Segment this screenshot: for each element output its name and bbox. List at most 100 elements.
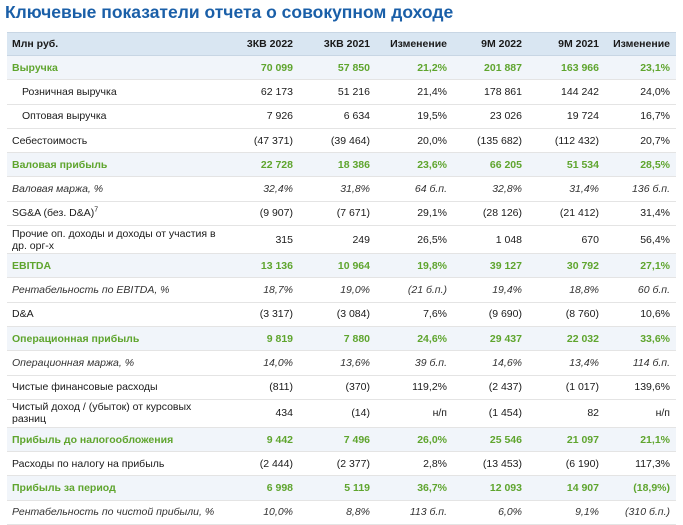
table-cell: 30 792	[528, 253, 605, 279]
table-cell: (8 760)	[528, 302, 605, 327]
table-cell: 21 097	[528, 427, 605, 453]
table-cell: 13,4%	[528, 350, 605, 376]
table-cell: 7 496	[299, 427, 376, 453]
table-cell: (3 084)	[299, 302, 376, 327]
table-cell: (39 464)	[299, 128, 376, 154]
table-cell: н/п	[605, 399, 676, 428]
table-cell: 6,0%	[453, 500, 528, 525]
row-label: Прибыль до налогообложения	[7, 427, 223, 453]
table-cell: 66 205	[453, 152, 528, 178]
row-label: Чистый доход / (убыток) от курсовых разн…	[7, 399, 223, 428]
table-cell: 24,6%	[376, 326, 453, 352]
table-cell: (2 437)	[453, 375, 528, 400]
table-cell: 2,8%	[376, 451, 453, 477]
table-cell: 6 634	[299, 104, 376, 129]
row-label: SG&A (без. D&A)7	[7, 201, 223, 227]
table-cell: 21,2%	[376, 55, 453, 81]
table-cell: 25 546	[453, 427, 528, 453]
table-row: Рентабельность по чистой прибыли, % 10,0%…	[7, 500, 676, 525]
table-cell: 249	[299, 225, 376, 255]
income-statement-table: Млн руб. 3КВ 2022 3КВ 2021 Изменение 9М …	[7, 32, 676, 525]
row-label: Чистые финансовые расходы	[7, 375, 223, 400]
table-cell: 6 998	[223, 475, 299, 501]
row-label-text: Валовая прибыль	[12, 158, 108, 171]
table-cell: 29,1%	[376, 201, 453, 227]
table-cell: 144 242	[528, 79, 605, 105]
table-cell: 10,0%	[223, 500, 299, 525]
table-cell: 60 б.п.	[605, 277, 676, 303]
table-cell: 57 850	[299, 55, 376, 81]
footnote-marker: 7	[94, 206, 99, 214]
table-cell: 9 442	[223, 427, 299, 453]
table-cell: 7,6%	[376, 302, 453, 327]
row-label-text: Рентабельность по чистой прибыли, %	[12, 506, 215, 519]
table-cell: (135 682)	[453, 128, 528, 154]
table-cell: (112 432)	[528, 128, 605, 154]
table-cell: 62 173	[223, 79, 299, 105]
table-cell: 434	[223, 399, 299, 428]
row-label-text: Прочие оп. доходы и доходы от участия в …	[12, 227, 216, 252]
table-cell: 14,6%	[453, 350, 528, 376]
table-cell: (9 690)	[453, 302, 528, 327]
table-cell: 23,6%	[376, 152, 453, 178]
table-cell: 119,2%	[376, 375, 453, 400]
table-cell: 82	[528, 399, 605, 428]
row-label-text: EBITDA	[12, 259, 52, 272]
table-cell: (370)	[299, 375, 376, 400]
table-cell: 178 861	[453, 79, 528, 105]
table-row: Операционная маржа, % 14,0% 13,6% 39 б.п. 14…	[7, 350, 676, 376]
table-cell: 9,1%	[528, 500, 605, 525]
row-label: Прибыль за период	[7, 475, 223, 501]
table-cell: 315	[223, 225, 299, 255]
column-header: 3КВ 2022	[223, 32, 299, 56]
column-header: Изменение	[376, 32, 453, 56]
table-cell: 51 216	[299, 79, 376, 105]
table-cell: 136 б.п.	[605, 176, 676, 202]
table-row: Валовая маржа, % 32,4% 31,8% 64 б.п. 32,8% 31…	[7, 176, 676, 202]
table-cell: (811)	[223, 375, 299, 400]
table-cell: 10 964	[299, 253, 376, 279]
table-cell: 26,5%	[376, 225, 453, 255]
table-cell: 114 б.п.	[605, 350, 676, 376]
table-cell: 29 437	[453, 326, 528, 352]
table-row: D&A (3 317) (3 084) 7,6% (9 690) (8 760) 10,6%	[7, 302, 676, 327]
table-cell: 21,1%	[605, 427, 676, 453]
column-header: Изменение	[605, 32, 676, 56]
table-cell: 32,4%	[223, 176, 299, 202]
table-cell: (2 444)	[223, 451, 299, 477]
page-title: Ключевые показатели отчета о совокупном …	[5, 2, 454, 22]
table-cell: 32,8%	[453, 176, 528, 202]
table-cell: 139,6%	[605, 375, 676, 400]
table-cell: 31,8%	[299, 176, 376, 202]
table-cell: 64 б.п.	[376, 176, 453, 202]
table-cell: 19,0%	[299, 277, 376, 303]
table-cell: н/п	[376, 399, 453, 428]
table-cell: 14,0%	[223, 350, 299, 376]
table-cell: 16,7%	[605, 104, 676, 129]
table-row: Чистый доход / (убыток) от курсовых разн…	[7, 399, 676, 428]
table-cell: (21 б.п.)	[376, 277, 453, 303]
row-label: Расходы по налогу на прибыль	[7, 451, 223, 477]
row-label-text: Розничная выручка	[22, 85, 117, 98]
row-label: Операционная маржа, %	[7, 350, 223, 376]
table-cell: 18 386	[299, 152, 376, 178]
table-cell: (28 126)	[453, 201, 528, 227]
row-label: EBITDA	[7, 253, 223, 279]
column-header: 9М 2021	[528, 32, 605, 56]
table-row: Валовая прибыль 22 728 18 386 23,6% 66 205 51…	[7, 152, 676, 178]
table-cell: 70 099	[223, 55, 299, 81]
table-cell: 13 136	[223, 253, 299, 279]
row-label-text: Прибыль до налогообложения	[12, 433, 174, 446]
row-label-text: Операционная маржа, %	[12, 356, 135, 369]
table-cell: 19,4%	[453, 277, 528, 303]
table-cell: (3 317)	[223, 302, 299, 327]
table-row: Рентабельность по EBITDA, % 18,7% 19,0% (21…	[7, 277, 676, 303]
table-cell: 18,8%	[528, 277, 605, 303]
table-row: EBITDA 13 136 10 964 19,8% 39 127 30 792 27,1%	[7, 253, 676, 279]
table-cell: (14)	[299, 399, 376, 428]
table-cell: (310 б.п.)	[605, 500, 676, 525]
table-cell: 24,0%	[605, 79, 676, 105]
table-row: Прибыль за период 6 998 5 119 36,7% 12 093 14…	[7, 475, 676, 501]
table-cell: 31,4%	[528, 176, 605, 202]
table-cell: (21 412)	[528, 201, 605, 227]
